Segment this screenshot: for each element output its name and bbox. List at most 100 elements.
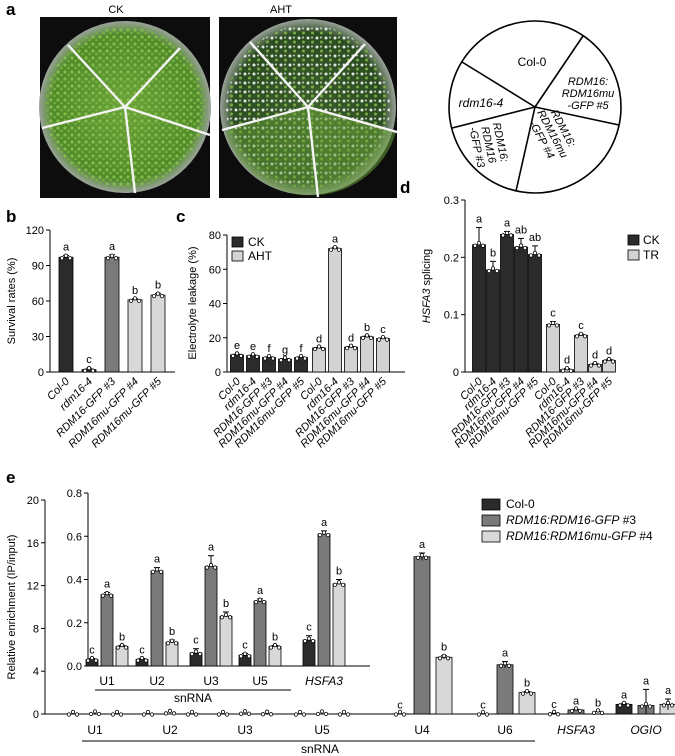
data-point xyxy=(555,712,561,717)
significance-letter: a xyxy=(63,241,70,253)
bar xyxy=(500,233,514,373)
legend-swatch xyxy=(481,514,501,527)
bar xyxy=(472,244,486,373)
legend-label-line: #4 xyxy=(636,529,653,543)
significance-letter: d xyxy=(348,332,354,344)
legend-label: RDM16:RDM16-GFP #3 xyxy=(506,513,636,527)
layout-label-mu5-line: RDM16mu xyxy=(562,88,615,100)
data-point xyxy=(665,700,671,705)
significance-letter: e xyxy=(250,341,256,353)
data-point xyxy=(522,245,528,251)
bar xyxy=(150,294,166,373)
x-tick-label: U1 xyxy=(87,723,103,737)
data-point xyxy=(504,230,510,235)
data-point xyxy=(238,353,244,358)
data-point xyxy=(268,645,274,650)
significance-letter: a xyxy=(109,241,116,253)
data-point xyxy=(669,703,675,708)
x-tick-label: U3 xyxy=(203,674,219,688)
data-point xyxy=(224,712,230,717)
data-point xyxy=(319,709,325,714)
data-point xyxy=(332,582,338,587)
data-point xyxy=(560,368,566,373)
data-point xyxy=(92,709,98,714)
legend-swatch xyxy=(481,530,501,543)
data-point xyxy=(661,703,667,708)
data-point xyxy=(352,346,358,351)
data-point xyxy=(401,712,407,717)
data-point xyxy=(66,712,72,717)
data-point xyxy=(323,711,329,717)
data-point xyxy=(158,569,164,574)
legend-label: AHT xyxy=(248,249,273,263)
significance-letter: b xyxy=(490,247,496,259)
bar xyxy=(127,299,143,373)
y-tick-label: 60 xyxy=(32,296,44,308)
data-point xyxy=(132,296,138,301)
data-point xyxy=(554,323,560,328)
data-point xyxy=(219,615,225,620)
data-point xyxy=(294,356,300,361)
bar xyxy=(360,336,374,373)
data-point xyxy=(332,245,338,250)
data-point xyxy=(220,709,226,715)
legend-label: Col-0 xyxy=(506,497,535,511)
y-tick-label: 80 xyxy=(209,230,221,242)
data-point xyxy=(193,712,199,717)
data-point xyxy=(472,243,478,248)
legend-label-genotype: RDM16:RDM16mu-GFP xyxy=(506,529,636,543)
x-tick-label: U5 xyxy=(252,674,268,688)
data-point xyxy=(486,268,492,274)
bar xyxy=(376,338,390,373)
data-point xyxy=(602,359,608,364)
y-tick-label: 0.4 xyxy=(67,575,82,587)
data-point xyxy=(506,663,512,668)
plate-layout-diagram: Col-0 RDM16: RDM16mu -GFP #5RDM16:RDM16mu-G… xyxy=(448,20,622,194)
data-point xyxy=(301,712,307,717)
bar xyxy=(332,583,346,667)
dish-label-aht: AHT xyxy=(270,4,292,16)
data-point xyxy=(260,712,266,717)
significance-letter: c xyxy=(242,639,248,651)
data-point xyxy=(272,642,278,648)
significance-letter: f xyxy=(267,343,271,355)
y-tick-label: 30 xyxy=(32,332,44,344)
data-point xyxy=(185,712,191,717)
data-point xyxy=(419,553,425,558)
data-point xyxy=(325,532,331,538)
dish-photo-aht xyxy=(219,17,398,198)
data-point xyxy=(476,712,482,717)
data-point xyxy=(490,266,496,271)
data-point xyxy=(625,703,631,708)
data-point xyxy=(261,600,267,605)
data-point xyxy=(577,708,583,714)
data-point xyxy=(316,344,322,349)
data-point xyxy=(238,711,244,716)
chart-enrichment: 0 4 8 12 16 20 Relative enrichment (IP/input) U… xyxy=(6,495,675,756)
significance-letter: d xyxy=(606,345,612,357)
y-axis-label: Survival rates (%) xyxy=(6,258,18,345)
layout-label-rdm16-4: rdm16-4 xyxy=(459,96,504,110)
data-point xyxy=(128,298,134,303)
bar xyxy=(253,600,267,667)
data-point xyxy=(484,712,490,717)
legend-label: RDM16:RDM16mu-GFP #4 xyxy=(506,529,653,543)
y-tick-label: 0.2 xyxy=(444,252,459,264)
significance-letter: b xyxy=(272,631,278,643)
bar xyxy=(574,334,588,373)
data-point xyxy=(227,615,233,620)
data-point xyxy=(154,567,160,572)
data-point xyxy=(599,710,605,715)
layout-label-gfp3: RDM16:RDM16-GFP #3 xyxy=(466,121,510,170)
data-point xyxy=(88,711,94,717)
data-point xyxy=(480,709,486,715)
x-tick-label: U6 xyxy=(497,723,513,737)
significance-letter: a xyxy=(154,554,161,566)
data-point xyxy=(595,708,601,713)
data-point xyxy=(337,712,343,717)
significance-letter: b xyxy=(441,642,447,654)
data-point xyxy=(643,701,649,707)
data-point xyxy=(397,709,403,715)
data-point xyxy=(310,638,316,644)
